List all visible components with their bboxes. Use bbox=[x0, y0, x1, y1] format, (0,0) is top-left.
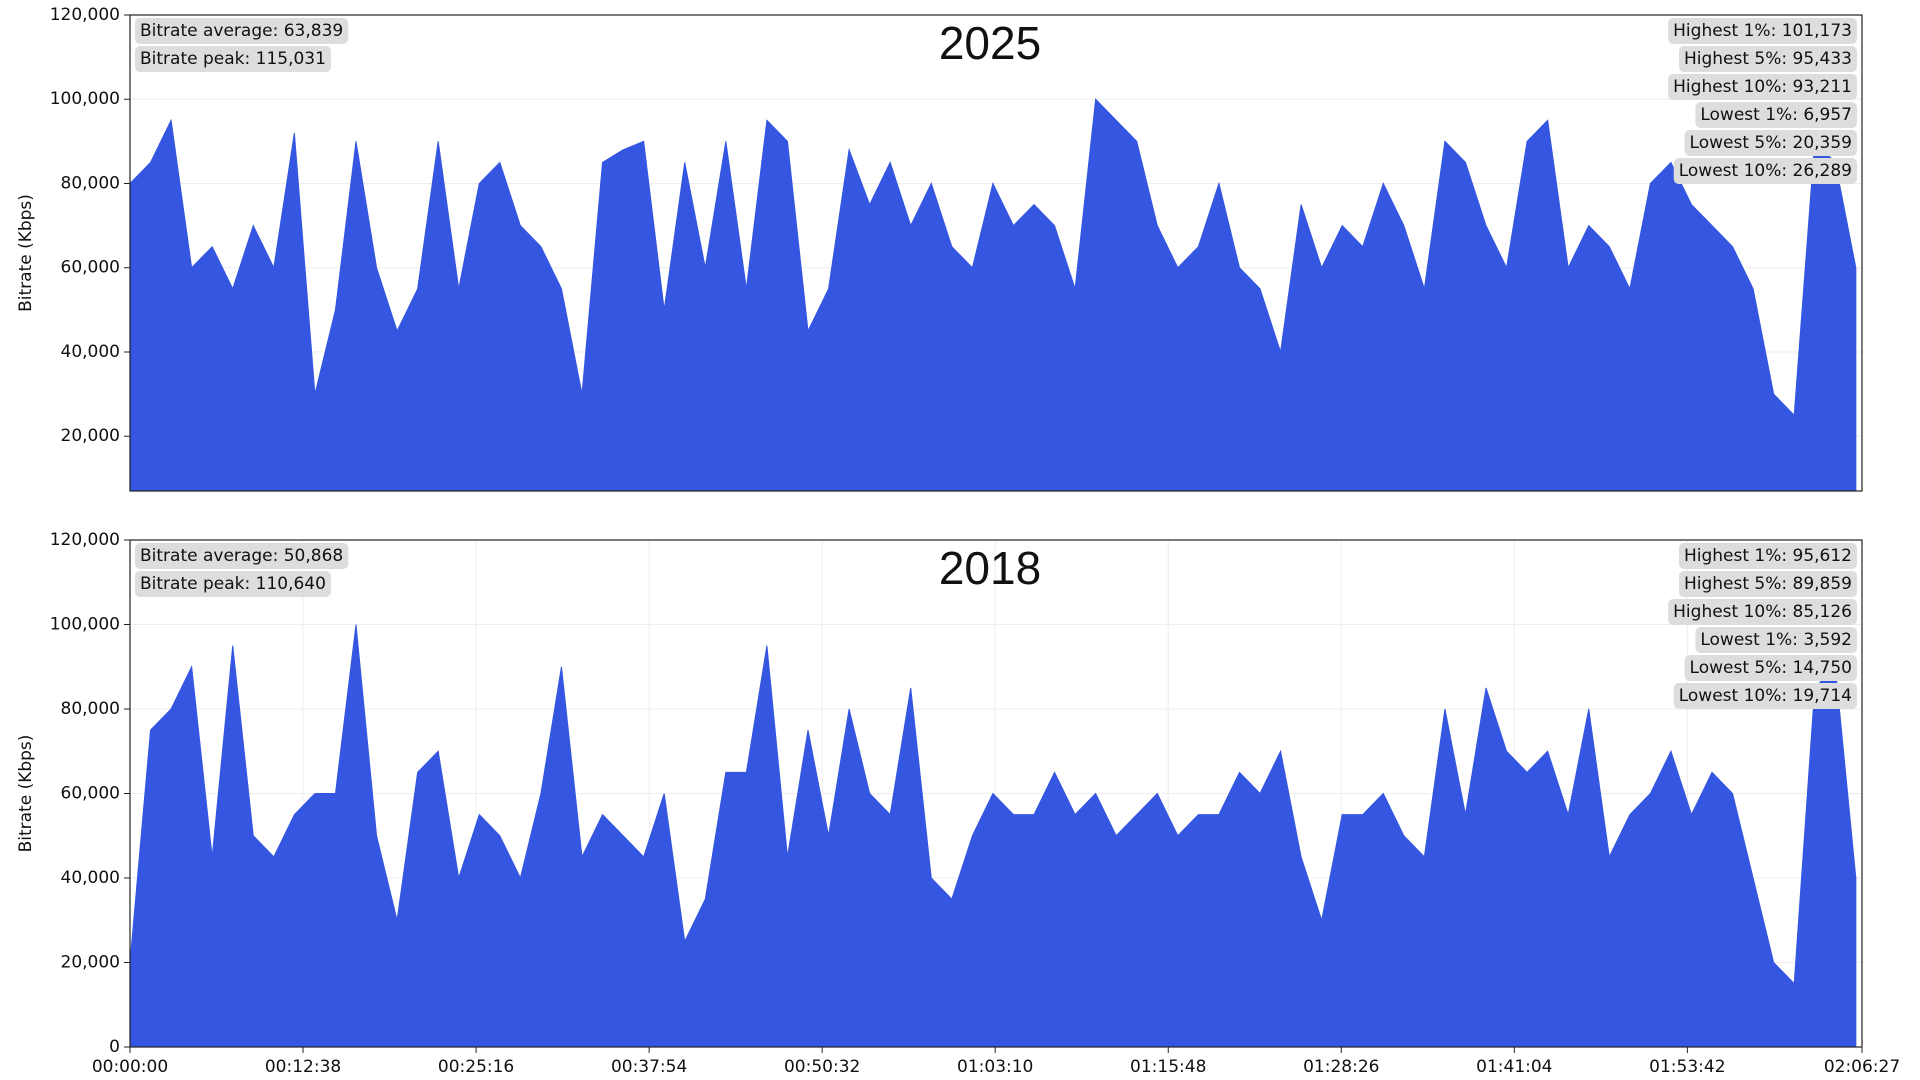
annotation-box bbox=[1668, 18, 1857, 44]
annotation-text: Highest 1%: 101,173 bbox=[1673, 21, 1852, 41]
annotation: Lowest 5%: 14,750 bbox=[1684, 655, 1857, 681]
annotation-box bbox=[1678, 46, 1857, 72]
annotation-box bbox=[1673, 158, 1857, 184]
annotation-text: Highest 10%: 93,211 bbox=[1673, 77, 1852, 97]
annotation: Highest 10%: 93,211 bbox=[1668, 74, 1857, 100]
annotation: Highest 1%: 101,173 bbox=[1668, 18, 1857, 44]
annotation-box bbox=[1684, 655, 1857, 681]
annotation-text: Bitrate average: 63,839 bbox=[140, 21, 343, 41]
annotation-box bbox=[135, 18, 349, 44]
plot-title: 2025 bbox=[939, 17, 1041, 69]
y-tick-label: 120,000 bbox=[50, 5, 120, 25]
area bbox=[129, 98, 1857, 492]
annotation-box bbox=[135, 46, 331, 72]
x-tick-label: 01:41:04 bbox=[1476, 1057, 1552, 1077]
x-tick-label: 01:03:10 bbox=[957, 1057, 1033, 1077]
plot-title: 2018 bbox=[939, 542, 1041, 594]
x-tick-label: 01:15:48 bbox=[1130, 1057, 1206, 1077]
area bbox=[129, 624, 1857, 1048]
annotation: Bitrate peak: 115,031 bbox=[135, 46, 331, 72]
annotation: Highest 5%: 95,433 bbox=[1678, 46, 1857, 72]
y-tick-label: 40,000 bbox=[61, 868, 120, 888]
annotation-box bbox=[135, 543, 349, 569]
annotation-box bbox=[135, 571, 331, 597]
y-tick-label: 40,000 bbox=[61, 342, 120, 362]
annotation-text: Highest 5%: 89,859 bbox=[1684, 574, 1852, 594]
annotation: Bitrate peak: 110,640 bbox=[135, 571, 331, 597]
x-tick-label: 00:25:16 bbox=[438, 1057, 514, 1077]
x-tick-label: 00:12:38 bbox=[265, 1057, 341, 1077]
annotation: Highest 5%: 89,859 bbox=[1678, 571, 1857, 597]
y-axis-label: Bitrate (Kbps) bbox=[16, 194, 36, 312]
annotation: Lowest 10%: 26,289 bbox=[1673, 158, 1857, 184]
y-tick-label: 80,000 bbox=[61, 173, 120, 193]
annotation-text: Lowest 5%: 20,359 bbox=[1690, 133, 1852, 153]
annotation: Bitrate average: 50,868 bbox=[135, 543, 349, 569]
y-tick-label: 120,000 bbox=[50, 530, 120, 550]
annotation-text: Highest 5%: 95,433 bbox=[1684, 49, 1852, 69]
annotation: Highest 1%: 95,612 bbox=[1678, 543, 1857, 569]
x-tick-label: 00:50:32 bbox=[784, 1057, 860, 1077]
x-tick-label: 01:28:26 bbox=[1303, 1057, 1379, 1077]
x-tick-label: 02:06:27 bbox=[1824, 1057, 1900, 1077]
annotation-text: Lowest 5%: 14,750 bbox=[1690, 658, 1852, 678]
y-tick-label: 60,000 bbox=[61, 784, 120, 804]
annotation-box bbox=[1673, 683, 1857, 709]
annotation-text: Lowest 1%: 3,592 bbox=[1700, 630, 1852, 650]
y-tick-label: 100,000 bbox=[50, 615, 120, 635]
annotation-box bbox=[1668, 74, 1857, 100]
annotation-text: Bitrate peak: 110,640 bbox=[140, 574, 326, 594]
y-tick-label: 80,000 bbox=[61, 699, 120, 719]
annotation-box bbox=[1678, 543, 1857, 569]
annotation-text: Highest 1%: 95,612 bbox=[1684, 546, 1852, 566]
annotation-box bbox=[1695, 627, 1857, 653]
annotation-text: Highest 10%: 85,126 bbox=[1673, 602, 1852, 622]
annotation-text: Lowest 10%: 26,289 bbox=[1679, 161, 1852, 181]
annotation: Lowest 1%: 3,592 bbox=[1695, 627, 1857, 653]
annotation: Bitrate average: 63,839 bbox=[135, 18, 349, 44]
y-tick-label: 100,000 bbox=[50, 89, 120, 109]
annotation-text: Bitrate average: 50,868 bbox=[140, 546, 343, 566]
y-axis-label: Bitrate (Kbps) bbox=[16, 735, 36, 853]
annotation-text: Bitrate peak: 115,031 bbox=[140, 49, 326, 69]
y-tick-label: 0 bbox=[109, 1037, 120, 1057]
x-tick-label: 01:53:42 bbox=[1649, 1057, 1725, 1077]
x-tick-label: 00:00:00 bbox=[92, 1057, 168, 1077]
x-tick-label: 00:37:54 bbox=[611, 1057, 687, 1077]
y-tick-label: 20,000 bbox=[61, 426, 120, 446]
annotation: Lowest 5%: 20,359 bbox=[1684, 130, 1857, 156]
annotation: Highest 10%: 85,126 bbox=[1668, 599, 1857, 625]
annotation-text: Lowest 1%: 6,957 bbox=[1700, 105, 1852, 125]
annotation: Lowest 10%: 19,714 bbox=[1673, 683, 1857, 709]
plot-frame bbox=[129, 14, 1863, 492]
y-tick-label: 20,000 bbox=[61, 953, 120, 973]
annotation-box bbox=[1678, 571, 1857, 597]
annotation-box bbox=[1668, 599, 1857, 625]
annotation-box bbox=[1684, 130, 1857, 156]
annotation: Lowest 1%: 6,957 bbox=[1695, 102, 1857, 128]
y-tick-label: 60,000 bbox=[61, 258, 120, 278]
annotation-text: Lowest 10%: 19,714 bbox=[1679, 686, 1852, 706]
annotation-box bbox=[1695, 102, 1857, 128]
